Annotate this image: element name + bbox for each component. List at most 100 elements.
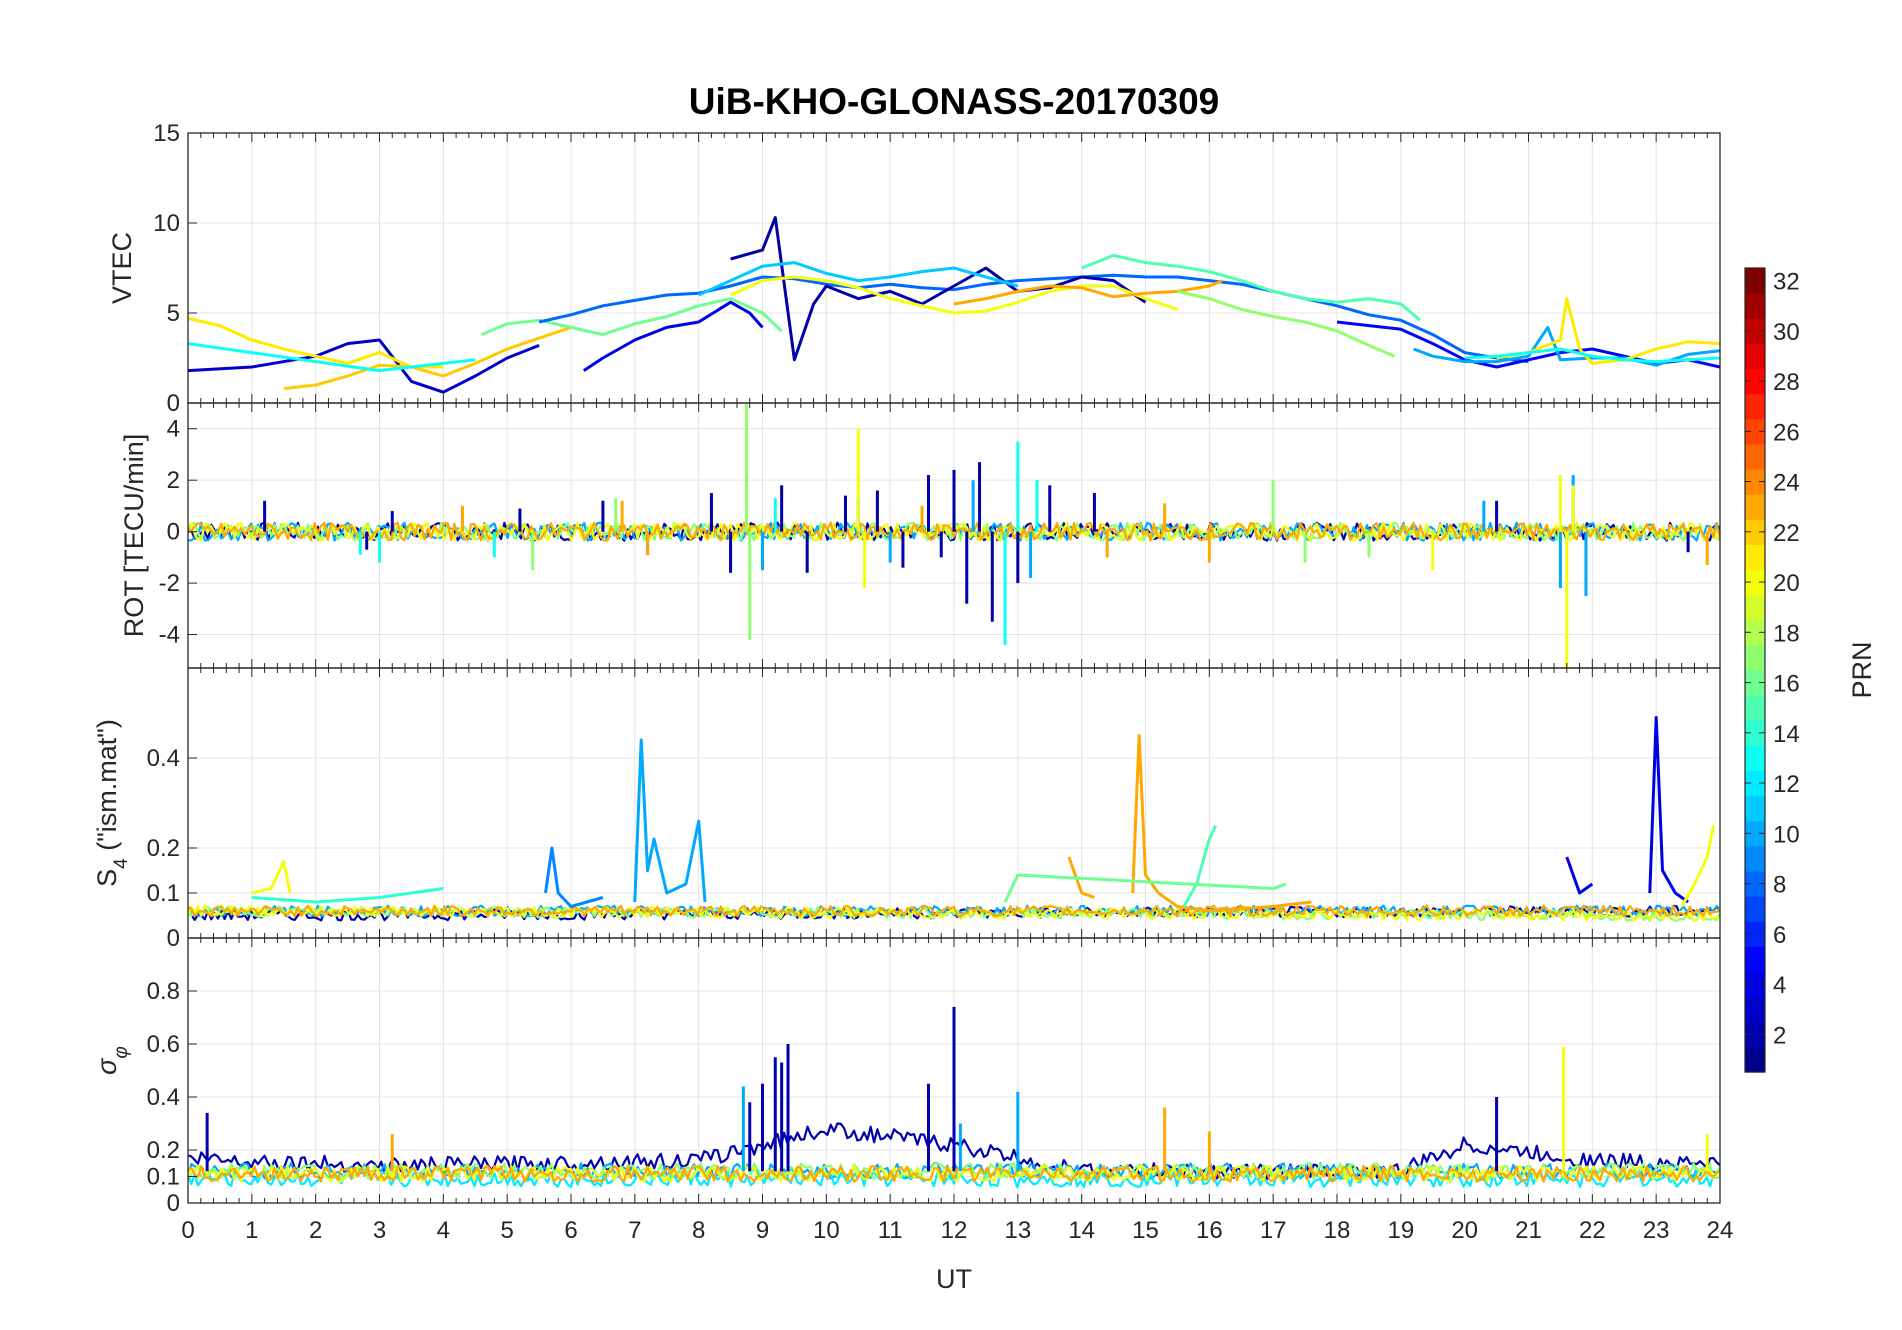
x-tick-label: 18: [1324, 1217, 1351, 1244]
vtec-series-line: [582, 300, 764, 372]
colorbar-tick-label: 18: [1773, 620, 1800, 647]
x-tick-label: 15: [1132, 1217, 1159, 1244]
colorbar-segment: [1745, 921, 1765, 947]
vtec-series-line: [953, 279, 1223, 306]
colorbar-segment: [1745, 745, 1765, 772]
sigma-panel: 00.10.2 0.4 0.6 0.8 σφ: [92, 937, 1721, 1217]
vtec-plot-area: [188, 216, 1720, 394]
colorbar-tick-label: 30: [1773, 319, 1800, 346]
rot-ytick-label: -4: [159, 622, 180, 649]
sigma-trace: [188, 1164, 1720, 1183]
sigma-ytick-label: 0.2: [147, 1137, 180, 1164]
colorbar-segment: [1745, 469, 1765, 495]
colorbar-segment: [1745, 820, 1765, 847]
colorbar-segment: [1745, 569, 1765, 596]
vtec-ytick-label: 10: [153, 210, 180, 237]
x-tick-label: 19: [1387, 1217, 1414, 1244]
x-tick-label: 22: [1579, 1217, 1606, 1244]
s4-series-line: [251, 860, 292, 895]
s4-series-line: [251, 887, 444, 904]
x-tick-label: 12: [941, 1217, 968, 1244]
sigma-ytick-label: 0.8: [147, 978, 180, 1005]
rot-ytick-label: 4: [167, 416, 180, 443]
rot-plot-area: [188, 403, 1720, 668]
colorbar-segment: [1745, 896, 1765, 922]
colorbar-segment: [1745, 720, 1765, 746]
colorbar-segment: [1745, 1021, 1765, 1048]
vtec-ytick-label: 15: [153, 120, 180, 147]
colorbar-segment: [1745, 443, 1765, 470]
vtec-series-line: [188, 342, 476, 373]
sigma-ytick-label: 0: [167, 1190, 180, 1217]
vtec-panel: 0 5 10 15 VTEC: [107, 120, 1721, 417]
s4-series-line: [1680, 825, 1716, 908]
s4-series-line: [1648, 716, 1689, 904]
colorbar-segment: [1745, 845, 1765, 872]
s4-panel: 0 0.1 0.2 0.4 S4 ("ism.mat"): [92, 667, 1721, 952]
x-tick-label: 9: [756, 1217, 769, 1244]
x-tick-label: 6: [564, 1217, 577, 1244]
s4-label-prefix: S: [92, 869, 122, 887]
x-tick-label: 17: [1260, 1217, 1287, 1244]
x-tick-label: 2: [309, 1217, 322, 1244]
x-tick-label: 21: [1515, 1217, 1542, 1244]
colorbar-segment: [1745, 670, 1765, 696]
colorbar-segment: [1745, 1046, 1765, 1073]
rot-panel: -4 -2 0 2 4 ROT [TECU/min]: [119, 402, 1721, 669]
colorbar-segment: [1745, 619, 1765, 646]
rot-ytick-label: 2: [167, 467, 180, 494]
colorbar-segment: [1745, 544, 1765, 571]
vtec-series-line: [1081, 253, 1421, 322]
x-tick-label: 0: [181, 1217, 194, 1244]
rot-minor-ticks: [187, 403, 1721, 668]
colorbar-segment: [1745, 268, 1765, 294]
x-tick-label: 23: [1643, 1217, 1670, 1244]
s4-series-line: [1182, 824, 1218, 908]
rot-trace: [188, 521, 1720, 542]
colorbar-segment: [1745, 971, 1765, 998]
vtec-series-line: [730, 216, 1147, 362]
colorbar-segment: [1745, 795, 1765, 822]
colorbar-segment: [1745, 368, 1765, 395]
x-tick-label: 20: [1451, 1217, 1478, 1244]
vtec-series-line: [698, 261, 1019, 297]
sigma-label-main: σ: [92, 1057, 122, 1075]
colorbar-tick-label: 20: [1773, 570, 1800, 597]
sigma-label-sub: φ: [111, 1046, 132, 1058]
vtec-series-line: [188, 338, 540, 394]
x-tick-label: 16: [1196, 1217, 1223, 1244]
vtec-series-line: [481, 297, 783, 337]
s4-axis-label: S4 ("ism.mat"): [92, 719, 132, 887]
colorbar-segment: [1745, 695, 1765, 721]
sigma-ytick-label: 0.6: [147, 1031, 180, 1058]
colorbar-segment: [1745, 494, 1765, 520]
s4-ytick-label: 0.1: [147, 880, 180, 907]
s4-plot-area: [188, 716, 1720, 922]
colorbar-tick-label: 4: [1773, 972, 1786, 999]
colorbar-tick-label: 6: [1773, 922, 1786, 949]
chart-title: UiB-KHO-GLONASS-20170309: [689, 81, 1219, 122]
x-tick-label: 14: [1068, 1217, 1095, 1244]
colorbar-tick-label: 16: [1773, 671, 1800, 698]
x-tick-label: 11: [878, 1217, 903, 1244]
colorbar-segment: [1745, 871, 1765, 897]
vtec-axis-label: VTEC: [107, 232, 137, 304]
colorbar-tick-label: 22: [1773, 520, 1800, 547]
colorbar-frame: [1744, 267, 1766, 1073]
s4-label-suffix: ("ism.mat"): [92, 719, 122, 858]
s4-series-line: [1067, 856, 1095, 899]
s4-ytick-label: 0.4: [147, 745, 180, 772]
rot-ytick-label: 0: [167, 519, 180, 546]
vtec-series-line: [1464, 347, 1720, 364]
vtec-minor-ticks: [187, 133, 1721, 403]
x-tick-label: 1: [245, 1217, 258, 1244]
vtec-ytick-label: 5: [167, 300, 180, 327]
s4-series-line: [1003, 873, 1287, 903]
vtec-series-line: [729, 275, 1178, 315]
colorbar-tick-label: 28: [1773, 369, 1800, 396]
sigma-ytick-label: 0.4: [147, 1084, 180, 1111]
colorbar-segment: [1745, 318, 1765, 344]
s4-series-line: [1131, 734, 1312, 913]
colorbar-tick-label: 10: [1773, 821, 1800, 848]
